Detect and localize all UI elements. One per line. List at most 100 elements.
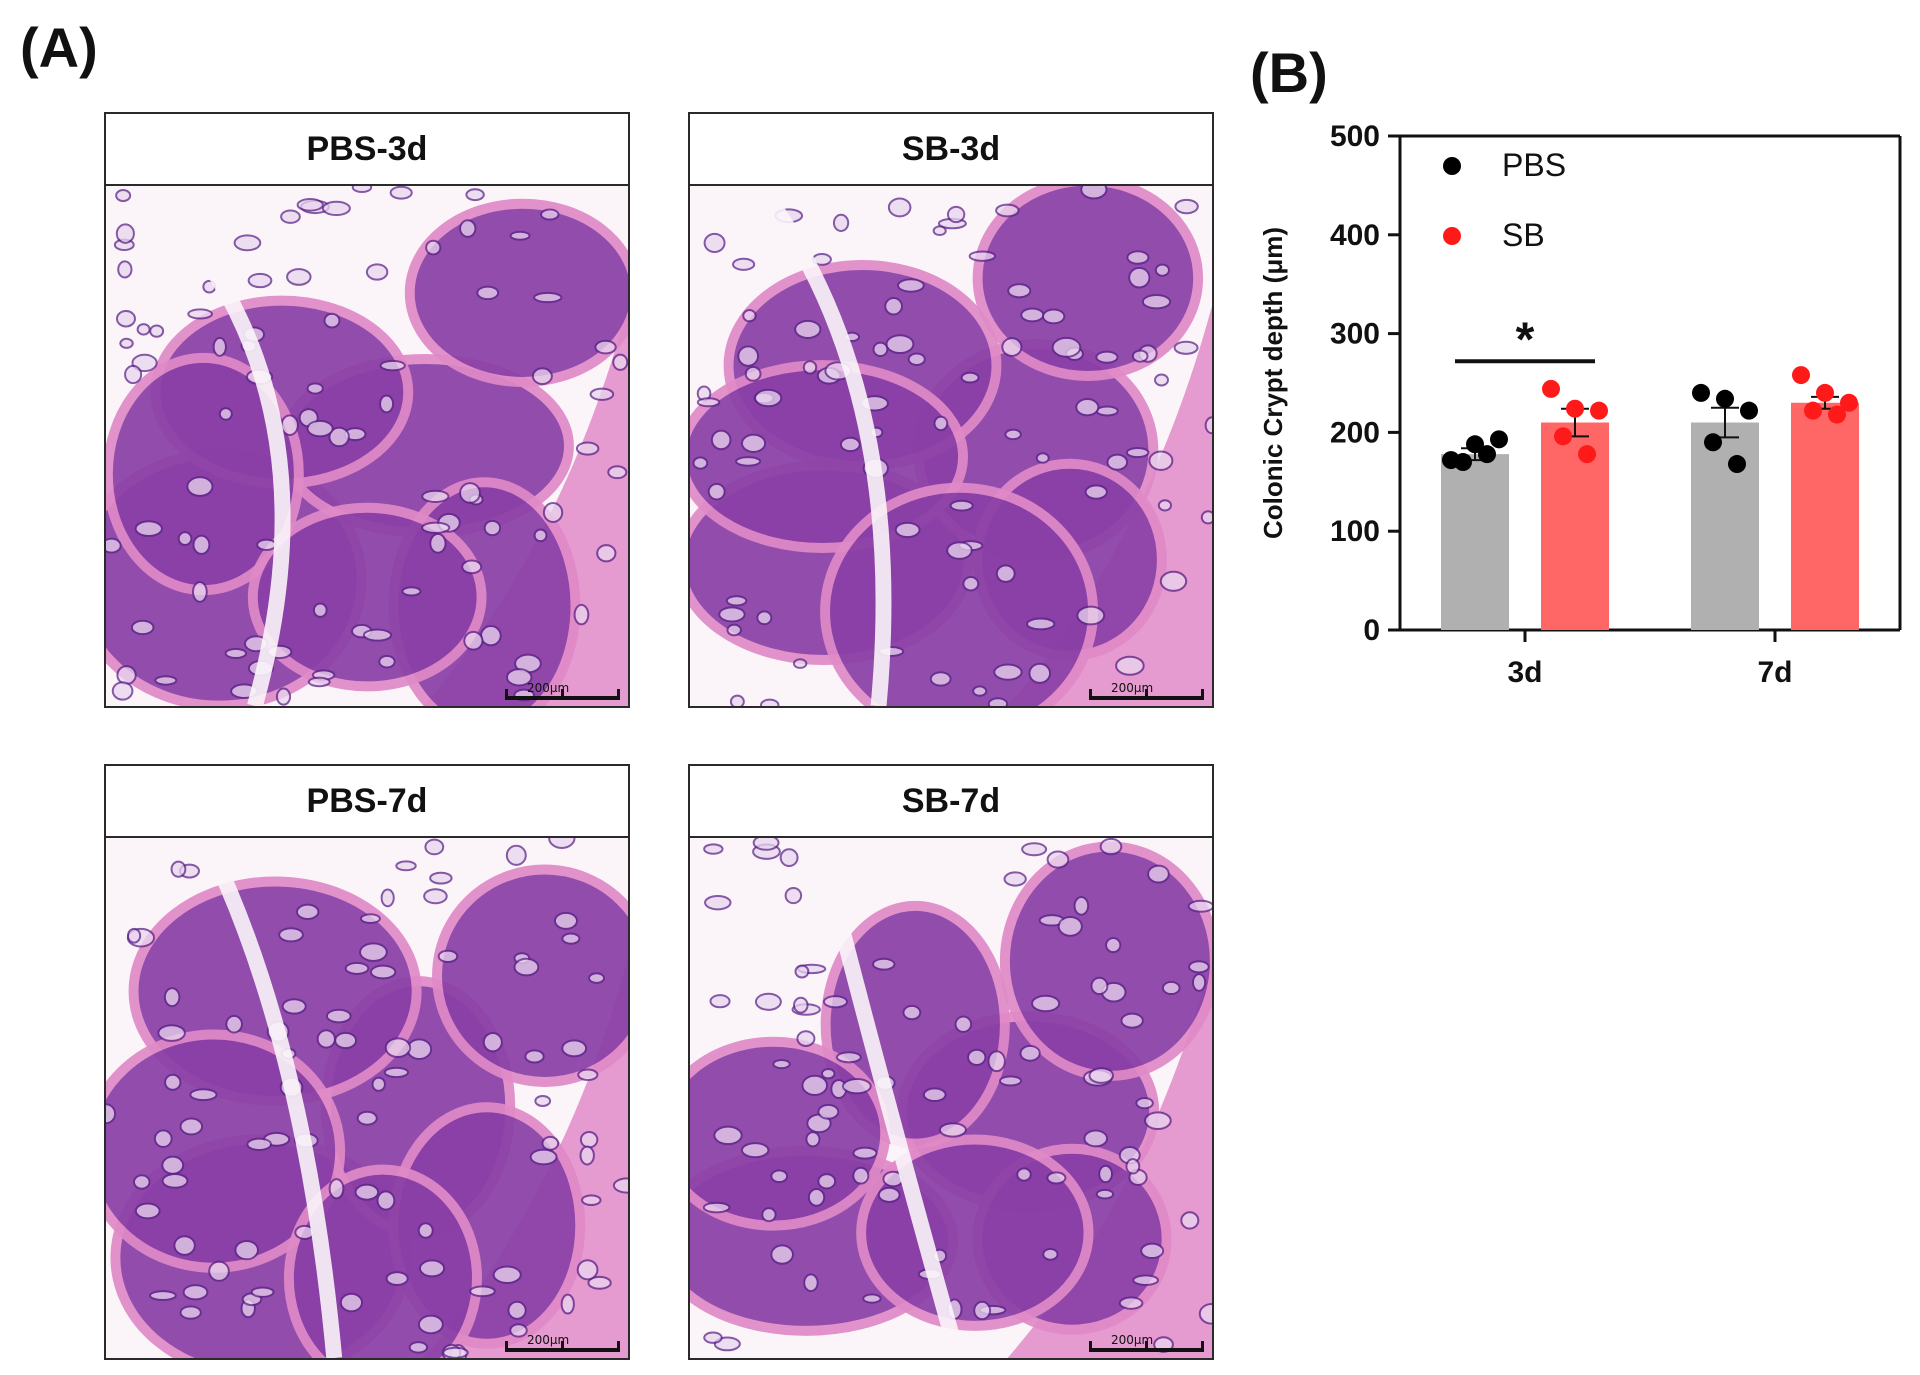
scale-bar: 200μm (1089, 1333, 1204, 1352)
crypt (784, 886, 803, 905)
muscle-layer (1007, 306, 1212, 706)
crypt (692, 456, 709, 470)
crypt (1004, 428, 1022, 441)
micrograph-panel-sb-3d: SB-3d 200μm (688, 112, 1214, 708)
mucosa-lobe (247, 502, 487, 692)
crypt (250, 1286, 275, 1298)
panel-a-label: (A) (20, 16, 98, 79)
crypt (218, 407, 233, 421)
crypt (179, 1305, 202, 1320)
crypt (754, 388, 783, 408)
crypt (354, 1183, 380, 1201)
crypt (513, 957, 540, 977)
crypt (973, 1300, 992, 1321)
y-tick-label: 400 (1330, 219, 1380, 252)
crypt (946, 541, 973, 560)
crypt (972, 685, 988, 697)
crypt (1154, 263, 1171, 277)
crypt (423, 888, 448, 905)
crypt (993, 663, 1023, 681)
crypt (437, 949, 459, 964)
micrograph-title: PBS-3d (106, 114, 628, 186)
lumen-channel (140, 186, 291, 706)
crypt (225, 1014, 243, 1034)
crypt (729, 694, 745, 706)
crypt (792, 658, 808, 669)
bar (1441, 454, 1509, 630)
crypt (770, 1244, 794, 1265)
crypt (1016, 1167, 1032, 1182)
data-point (1816, 383, 1834, 402)
crypt (369, 964, 397, 980)
crypt (459, 219, 477, 238)
crypt (1083, 1129, 1109, 1148)
bar (1541, 422, 1609, 630)
crypt (524, 1049, 545, 1064)
crypt (704, 894, 732, 911)
crypt (1046, 850, 1070, 869)
crypt (208, 1260, 230, 1282)
crypt (588, 972, 606, 984)
crypt (607, 465, 628, 480)
crypt (425, 239, 442, 256)
crypt (1157, 499, 1173, 512)
data-point (1804, 401, 1822, 420)
crypt (576, 1259, 599, 1281)
crypt (885, 334, 915, 355)
crypt (328, 426, 350, 448)
crypt (998, 1075, 1023, 1087)
crypt (710, 429, 732, 451)
crypt (560, 1293, 575, 1315)
crypt (307, 676, 331, 688)
crypt (115, 310, 136, 328)
crypt (1001, 337, 1023, 357)
data-point (1490, 430, 1508, 449)
crypt (1095, 350, 1119, 364)
crypt (362, 628, 393, 642)
crypt (479, 625, 502, 647)
micrograph-title: SB-3d (690, 114, 1212, 186)
crypt (306, 382, 324, 395)
crypt (594, 339, 617, 355)
crypt (132, 1174, 151, 1190)
crypt (1120, 1012, 1144, 1029)
crypt (339, 1292, 364, 1313)
crypt (707, 482, 726, 501)
crypt (987, 1050, 1006, 1073)
crypt (1187, 899, 1212, 913)
crypt (740, 433, 767, 453)
crypt (702, 1201, 731, 1214)
crypt (1076, 605, 1106, 626)
crypt (1192, 973, 1207, 992)
crypt (1125, 1158, 1141, 1175)
crypt (134, 520, 163, 537)
crypt (696, 397, 721, 408)
crypt (191, 580, 208, 603)
crypt (505, 844, 527, 866)
crypt (835, 1051, 862, 1064)
crypt (553, 911, 578, 930)
crypt (224, 647, 248, 659)
crypt (737, 345, 760, 367)
crypt (949, 499, 974, 512)
crypt (612, 353, 628, 371)
crypt (987, 697, 1009, 706)
crypt (119, 337, 134, 349)
micrograph-title: SB-7d (690, 766, 1212, 838)
crypt (802, 360, 818, 375)
data-point (1792, 366, 1810, 385)
scale-bar-label: 200μm (527, 1333, 570, 1347)
crypt (163, 987, 181, 1008)
crypt (359, 942, 388, 962)
crypt (295, 903, 320, 920)
crypt (807, 1187, 826, 1207)
data-point (1466, 435, 1484, 454)
crypt (612, 1177, 628, 1194)
crypt (703, 843, 724, 855)
crypt (1031, 994, 1061, 1013)
crypt (459, 482, 481, 504)
crypt (581, 1194, 602, 1207)
crypt (872, 341, 889, 357)
crypt (1132, 1274, 1160, 1287)
data-point (1578, 445, 1596, 464)
